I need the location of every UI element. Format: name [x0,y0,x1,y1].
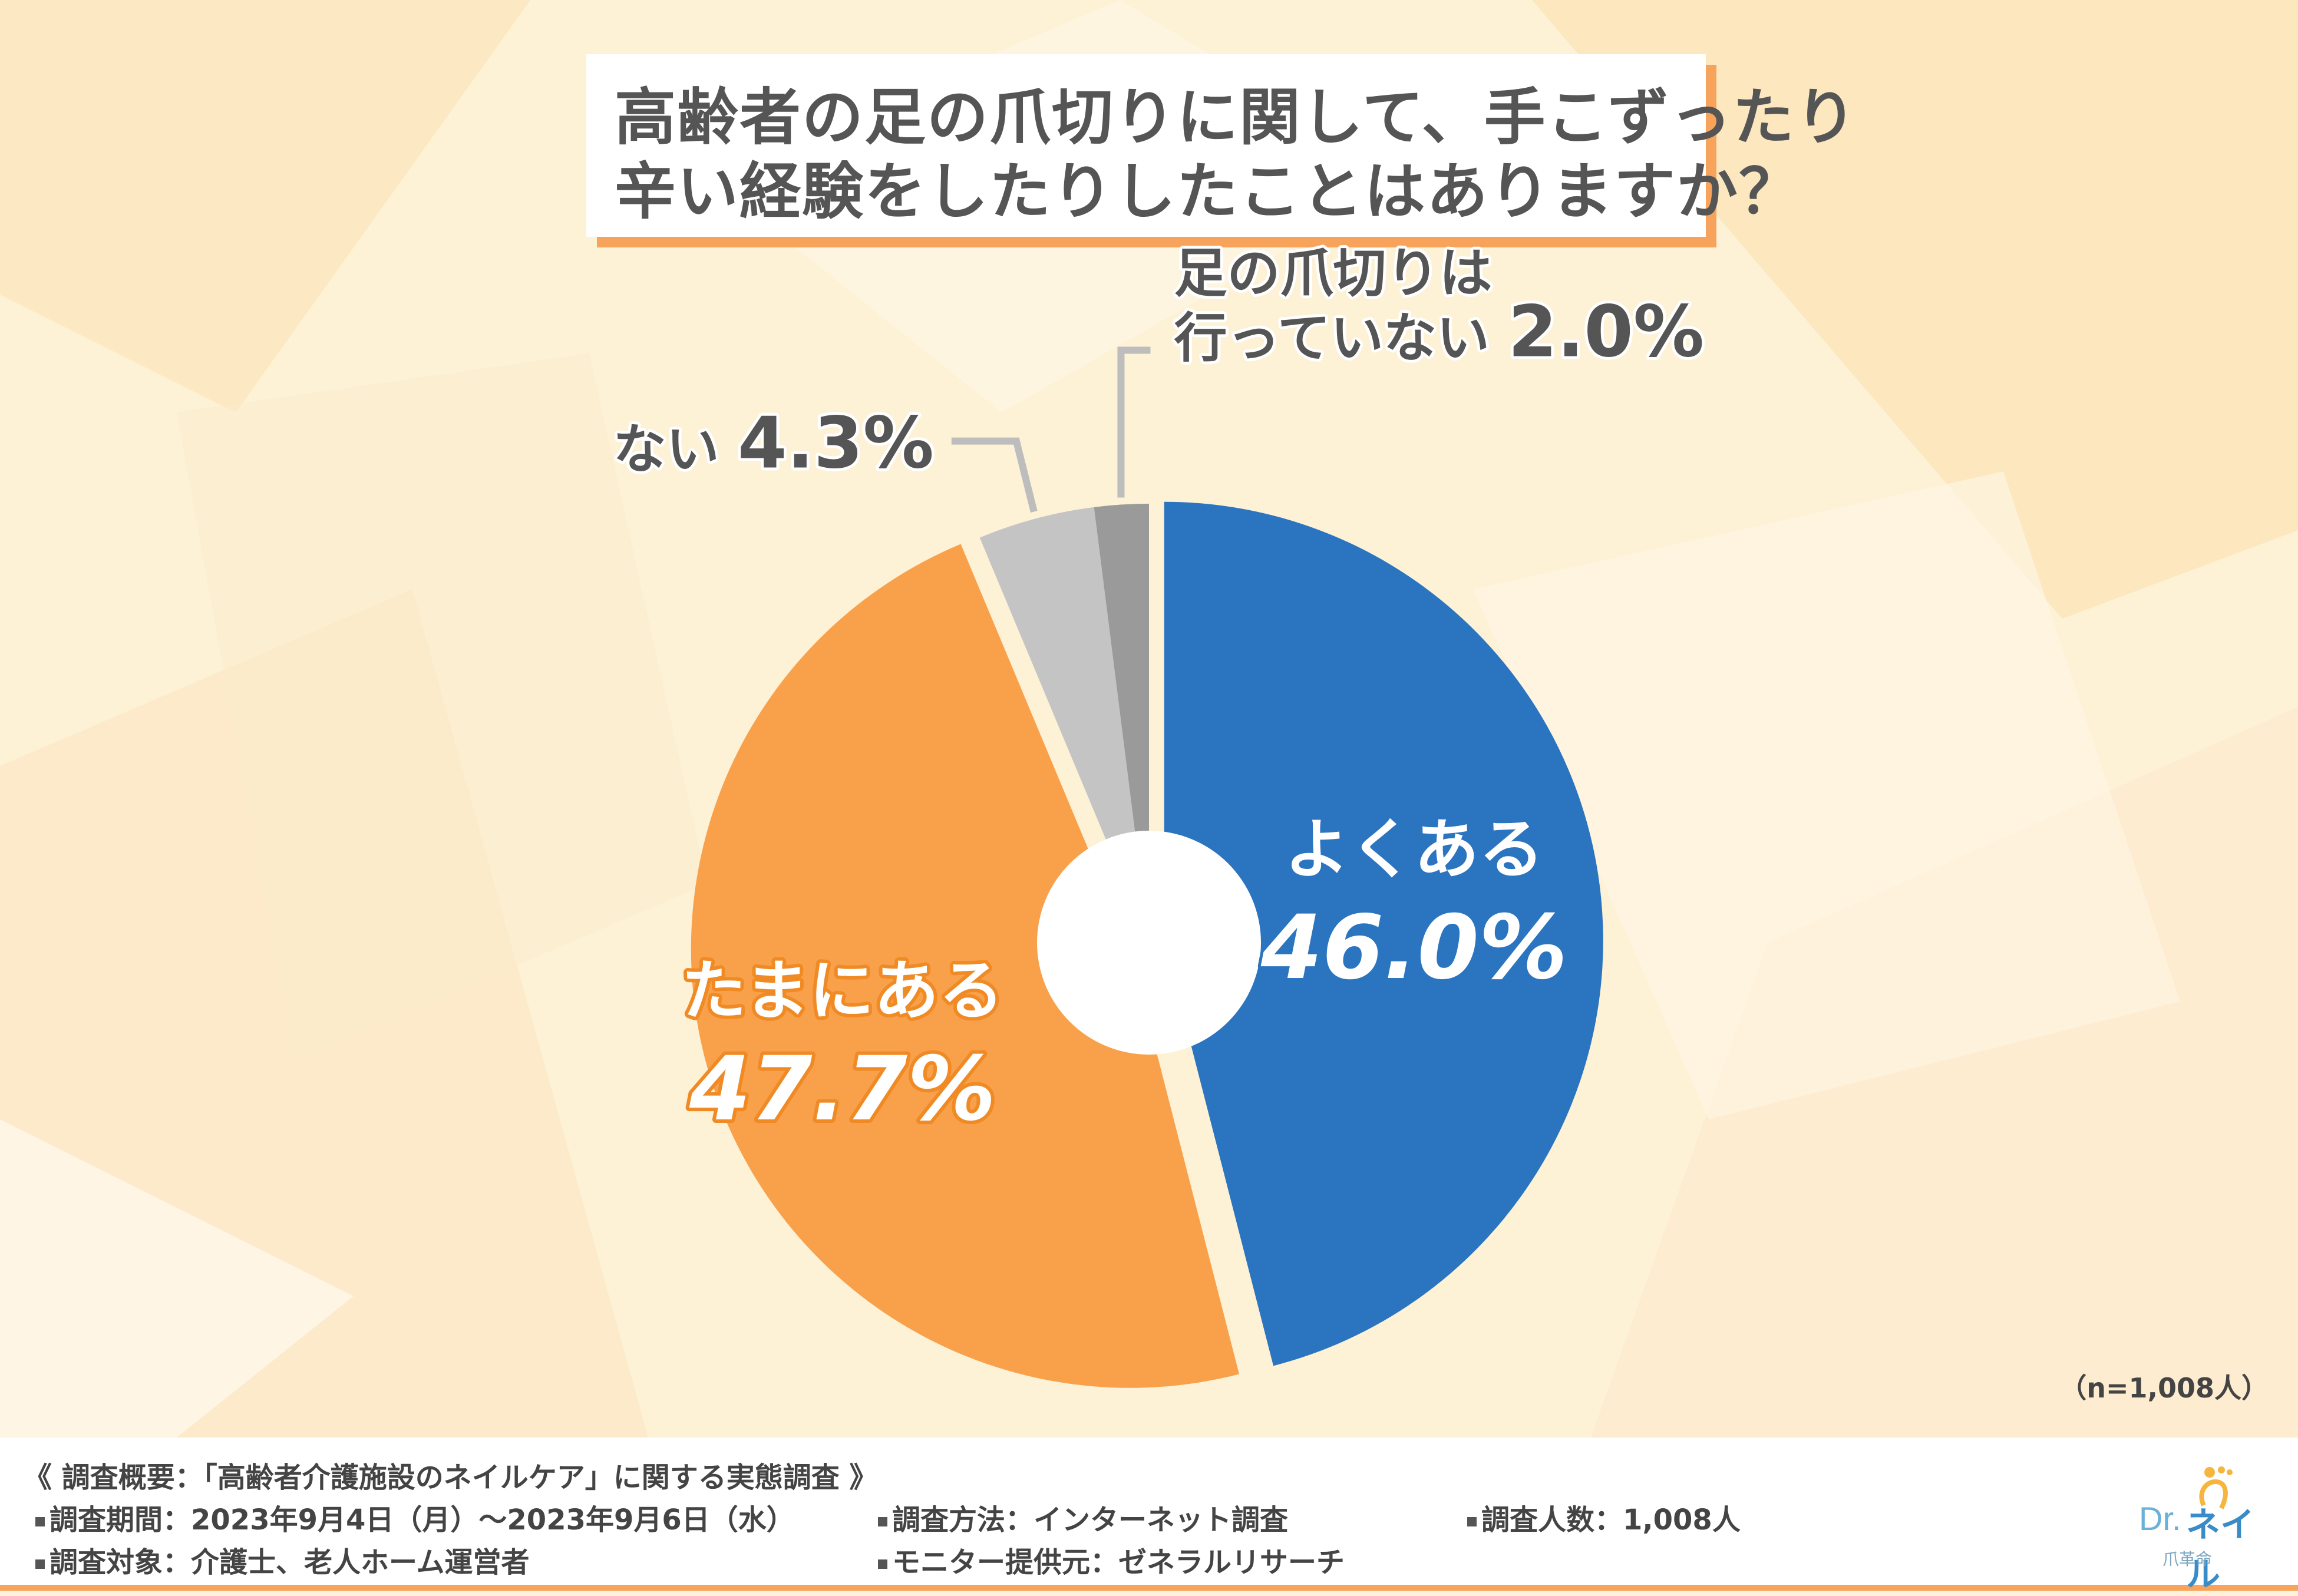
donut-hole [1037,831,1261,1055]
leader-line [1117,346,1151,498]
survey-period-text: 調査期間：2023年9月4日（月）～2023年9月6日（水） [49,1504,795,1536]
pie-slice [691,544,1240,1388]
sample-size: （n=1,008人） [2059,1372,2269,1404]
slice-label-value: 46.0% [1260,897,1567,999]
slice-label-value: 47.7% [689,1038,996,1141]
slice-label: 行っていない 2.0% [1174,291,1704,373]
slice-label-name: 足の爪切りは [1174,242,1492,304]
slice-label-value: 2.0% [1508,291,1704,373]
survey-count-text: 調査人数：1,008人 [1481,1504,1741,1536]
survey-footer: 《 調査概要：「高齢者介護施設のネイルケア」に関する実態調査 》 調査期間：20… [0,1438,2298,1594]
bullet-icon [1467,1517,1477,1526]
survey-heading: 《 調査概要：「高齢者介護施設のネイルケア」に関する実態調査 》 [24,1461,878,1494]
pie-slice [1164,501,1603,1366]
title-line-2: 辛い経験をしたりしたことはありますか？ [615,156,1802,227]
survey-target-text: 調査対象：介護士、老人ホーム運営者 [49,1546,530,1579]
slice-label: ない 4.3% [613,403,934,485]
slice-label-value: 4.3% [738,403,934,485]
title-box: 高齢者の足の爪切りに関して、手こずったり 辛い経験をしたりしたことはありますか？ [586,54,1858,237]
slice-label-name: よくある [1285,812,1544,887]
slice-label-name-2: 行っていない [1174,307,1508,369]
pie-slice [979,507,1149,943]
survey-count: 調査人数：1,008人 [1467,1496,1741,1538]
survey-method-text: 調査方法：インターネット調査 [892,1504,1289,1536]
slice-label-name: ない [613,419,738,481]
foot-icon [2199,1466,2233,1509]
survey-provider: モニター提供元：ゼネラルリサーチ [878,1539,1345,1580]
bullet-icon [878,1517,887,1526]
dr-nail-logo: Dr. ネイル 爪革命 [2139,1464,2274,1594]
survey-target: 調査対象：介護士、老人ホーム運営者 [35,1539,530,1580]
background-pattern [0,0,2298,1438]
slice-label-name: たまにある [682,953,1004,1029]
survey-method: 調査方法：インターネット調査 [878,1496,1288,1538]
survey-provider-text: モニター提供元：ゼネラルリサーチ [892,1546,1345,1579]
logo-sub: 爪革命 [2162,1549,2213,1569]
leader-line [951,437,1038,513]
leader-lines [951,346,1151,513]
bullet-icon [878,1559,887,1569]
logo-dr: Dr. [2139,1500,2181,1537]
bullet-icon [35,1517,45,1526]
bullet-icon [35,1559,45,1569]
survey-period: 調査期間：2023年9月4日（月）～2023年9月6日（水） [35,1496,795,1538]
logo-name: ネイル [2186,1505,2255,1594]
title-line-1: 高齢者の足の爪切りに関して、手こずったり [615,81,1858,153]
